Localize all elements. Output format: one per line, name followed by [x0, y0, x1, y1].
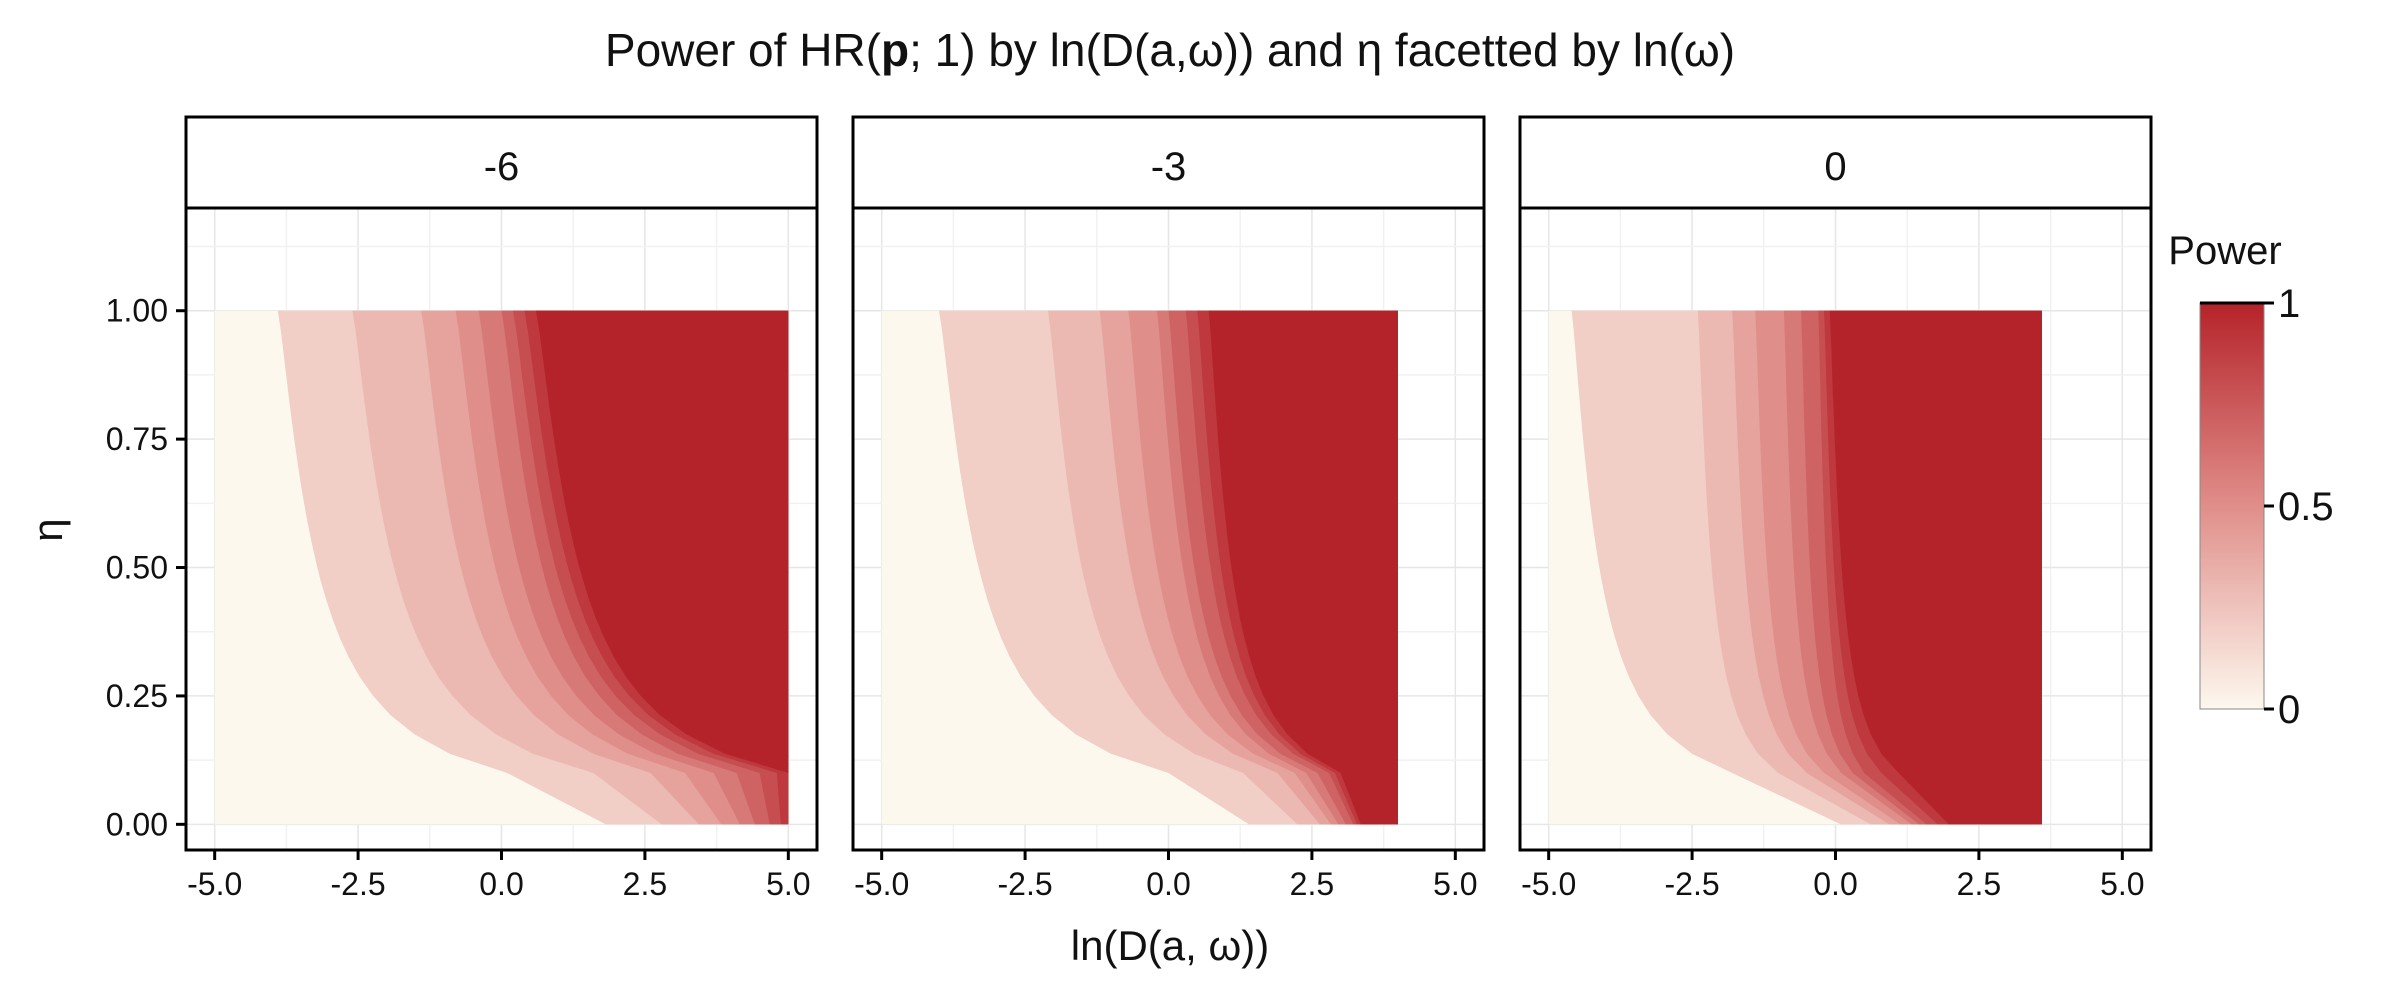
x-tick-label: 2.5	[623, 866, 667, 902]
chart-title-prefix: Power of HR(	[605, 24, 882, 76]
x-tick-label: 0.0	[1813, 866, 1857, 902]
facet-panel-1: -3 -5.0 -2.5 0.0 2.5 5.0	[851, 115, 1486, 902]
legend-tick-label: 1	[2278, 282, 2300, 326]
y-tick-label: 0.50	[106, 550, 168, 586]
facet-panel-0: -6 -5.0 -2.5 0.0 2.5 5.0	[184, 115, 819, 902]
chart-title: Power of HR(p; 1) by ln(D(a,ω)) and η fa…	[605, 24, 1735, 76]
x-tick-label: 5.0	[766, 866, 810, 902]
y-tick-label: 0.75	[106, 421, 168, 457]
chart-title-suffix: ; 1) by ln(D(a,ω)) and η facetted by ln(…	[909, 24, 1735, 76]
facet-strip	[851, 115, 1486, 210]
legend-ticks: 00.51	[2264, 282, 2334, 732]
facet-panel-2: 0 -5.0 -2.5 0.0 2.5 5.0	[1518, 115, 2153, 902]
x-tick-label: 0.0	[479, 866, 523, 902]
facet-strip	[184, 115, 819, 210]
y-tick-label: 0.00	[106, 806, 168, 842]
power-band-9	[535, 310, 789, 825]
x-tick-label: -5.0	[187, 866, 242, 902]
x-tick-label: 2.5	[1290, 866, 1334, 902]
x-tick-label: 5.0	[1433, 866, 1477, 902]
legend: Power 00.51	[2168, 229, 2333, 732]
x-tick-label: -2.5	[1665, 866, 1720, 902]
legend-tick-label: 0	[2278, 688, 2300, 732]
x-tick-label: -5.0	[1521, 866, 1576, 902]
x-tick-label: -2.5	[331, 866, 386, 902]
x-axis-title: ln(D(a, ω))	[1071, 922, 1269, 969]
legend-colorbar	[2199, 302, 2265, 710]
y-tick-label: 1.00	[106, 293, 168, 329]
facet-strip-label: -3	[1151, 145, 1187, 189]
y-tick-label: 0.25	[106, 678, 168, 714]
y-axis-title: η	[24, 518, 71, 541]
y-axis: 0.00 0.25 0.50 0.75 1.00	[106, 293, 186, 842]
x-tick-label: -2.5	[998, 866, 1053, 902]
legend-title: Power	[2168, 229, 2281, 273]
power-band-9	[1829, 310, 2042, 825]
legend-tick-label: 0.5	[2278, 485, 2334, 529]
facet-strip-label: 0	[1824, 145, 1846, 189]
x-tick-label: 2.5	[1957, 866, 2001, 902]
power-band-9	[1208, 310, 1398, 825]
x-tick-label: 0.0	[1146, 866, 1190, 902]
facet-strip	[1518, 115, 2153, 210]
x-tick-label: 5.0	[2100, 866, 2144, 902]
facet-strip-label: -6	[484, 145, 520, 189]
chart-title-bold: p	[881, 24, 909, 76]
x-tick-label: -5.0	[854, 866, 909, 902]
facet-panels: -6 -5.0 -2.5 0.0 2.5 5.0 -3 -5.0 -2.5 0.0 2.5 5.0 0 -…	[184, 115, 2153, 902]
